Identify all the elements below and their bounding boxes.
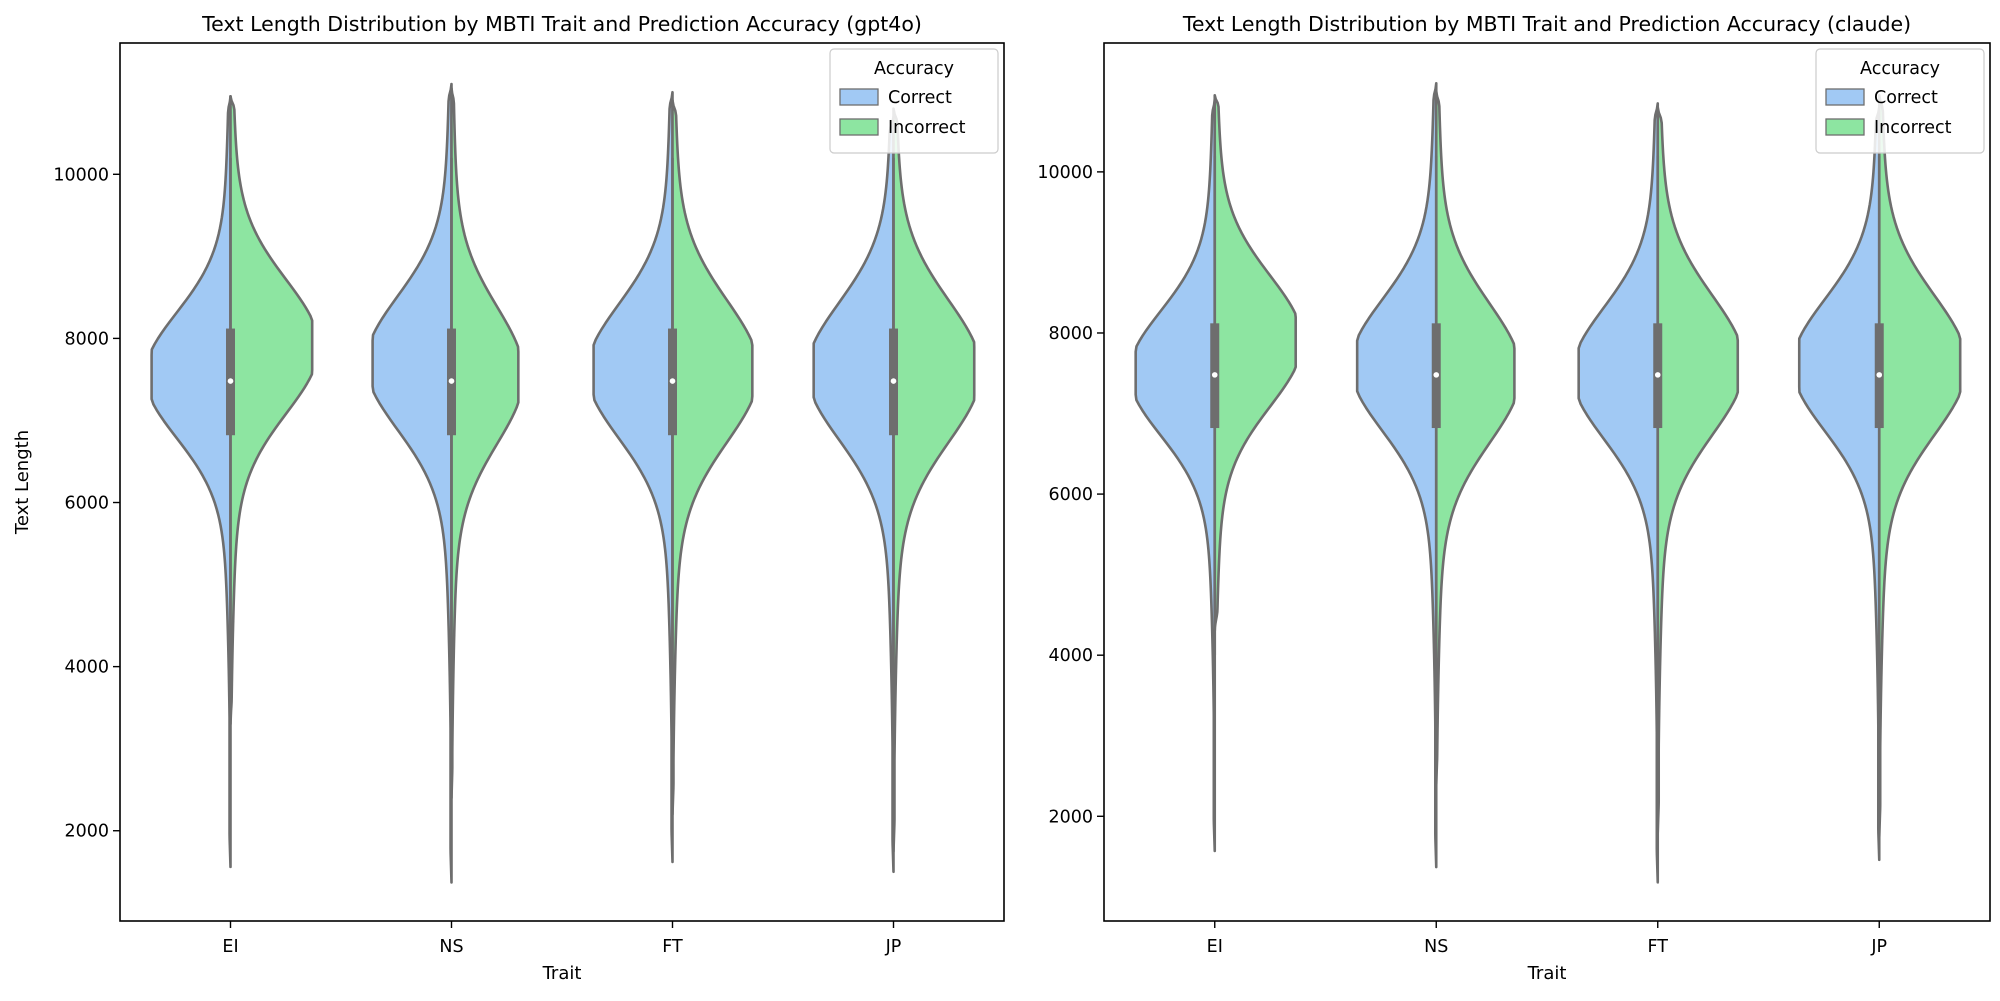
violin-JP <box>812 107 976 874</box>
legend-swatch-incorrect <box>839 118 879 136</box>
y-tick-label: 8000 <box>64 329 109 349</box>
violin-half-incorrect <box>229 95 314 726</box>
x-axis-label: Trait <box>542 963 582 984</box>
violin-half-incorrect <box>892 107 976 853</box>
plot-area <box>1104 43 1990 921</box>
box-median <box>448 378 455 384</box>
violin-half-incorrect <box>1213 94 1297 633</box>
x-tick-label: JP <box>1870 937 1887 957</box>
legend-swatch-correct <box>839 88 879 106</box>
box-median <box>227 378 234 384</box>
y-tick-label: 10000 <box>1037 163 1093 183</box>
violin-FT <box>592 90 754 864</box>
violin-half-incorrect <box>450 86 520 800</box>
violin-half-incorrect <box>1434 90 1516 786</box>
legend-label-correct: Correct <box>1874 88 1938 108</box>
violin-FT <box>1577 102 1740 884</box>
chart-panel-2: Text Length Distribution by MBTI Trait a… <box>1037 12 1991 984</box>
violin-half-incorrect <box>1877 94 1962 838</box>
violin-NS <box>371 82 520 884</box>
x-tick-label: FT <box>1648 937 1669 957</box>
y-tick-label: 2000 <box>1048 807 1093 827</box>
y-tick-label: 10000 <box>53 165 109 185</box>
axes-frame <box>1103 42 1991 922</box>
x-axis-label: Trait <box>1527 963 1567 984</box>
axes-frame <box>119 42 1005 922</box>
legend: Accuracy Correct Incorrect <box>829 48 999 154</box>
box-median <box>1654 372 1661 378</box>
violin-NS <box>1355 81 1516 869</box>
y-tick-label: 8000 <box>1048 324 1093 344</box>
y-tick-label: 4000 <box>1048 646 1093 666</box>
violin-half-incorrect <box>671 99 754 816</box>
box-median <box>1876 372 1883 378</box>
violin-half-correct <box>1134 98 1217 853</box>
legend-swatch-correct <box>1825 88 1865 106</box>
y-tick-label: 2000 <box>64 822 109 842</box>
violin-half-incorrect <box>1656 106 1740 834</box>
box-median <box>1433 372 1440 378</box>
plot-area <box>120 43 1004 921</box>
violin-half-correct <box>150 95 232 869</box>
legend-title: Accuracy <box>874 59 954 79</box>
legend-swatch-incorrect <box>1825 118 1865 136</box>
legend-label-incorrect: Incorrect <box>1874 118 1952 138</box>
box-median <box>1211 372 1218 378</box>
legend-label-incorrect: Incorrect <box>888 118 966 138</box>
violin-EI <box>1134 94 1297 853</box>
legend: Accuracy Correct Incorrect <box>1815 48 1985 154</box>
x-tick-label: EI <box>222 937 238 957</box>
x-tick-label: EI <box>1207 937 1223 957</box>
x-tick-label: FT <box>662 937 683 957</box>
y-tick-label: 6000 <box>1048 485 1093 505</box>
box-median <box>890 378 897 384</box>
y-tick-label: 4000 <box>64 658 109 678</box>
legend-label-correct: Correct <box>888 88 952 108</box>
chart-title: Text Length Distribution by MBTI Trait a… <box>1182 12 1911 36</box>
chart-panel-1: Text Length Distribution by MBTI Trait a… <box>12 12 1005 984</box>
violin-EI <box>150 95 314 869</box>
violin-JP <box>1797 94 1962 862</box>
x-tick-label: NS <box>439 937 463 957</box>
y-tick-label: 6000 <box>64 494 109 514</box>
x-tick-label: JP <box>885 937 902 957</box>
x-tick-label: NS <box>1424 937 1448 957</box>
chart-title: Text Length Distribution by MBTI Trait a… <box>201 12 922 36</box>
y-axis-label: Text Length <box>12 430 33 535</box>
legend-title: Accuracy <box>1860 59 1940 79</box>
box-median <box>669 378 676 384</box>
